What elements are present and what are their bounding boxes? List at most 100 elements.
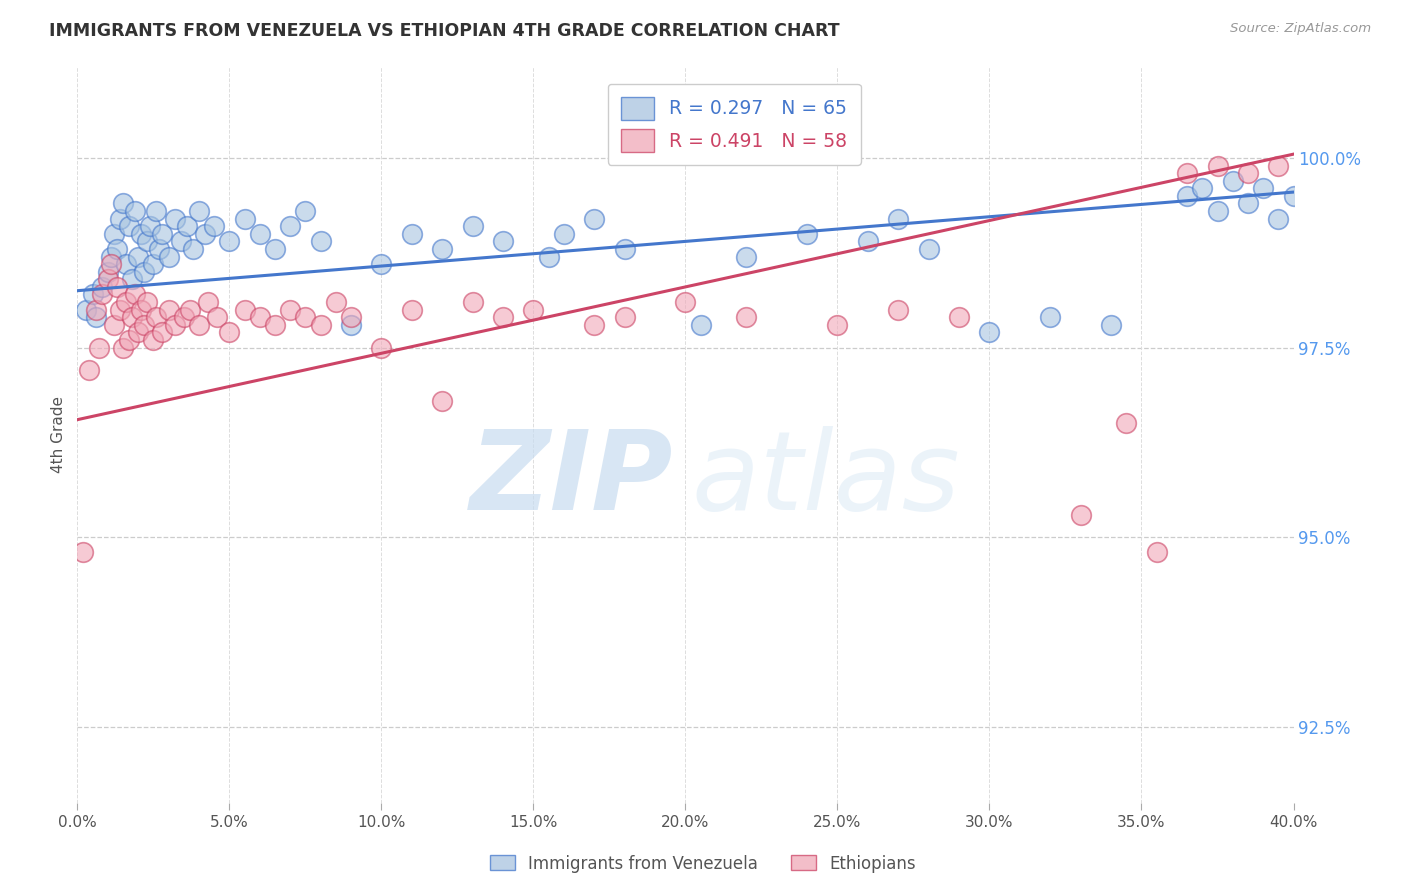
Point: [1251, 181, 1274, 195]
Point: [1222, 174, 1244, 188]
Point: [163, 318, 186, 332]
Point: [129, 302, 152, 317]
Point: [1237, 196, 1260, 211]
Point: [179, 302, 201, 317]
Point: [129, 227, 152, 241]
Point: [1267, 211, 1289, 226]
Point: [173, 310, 195, 325]
Point: [918, 242, 941, 256]
Point: [105, 242, 128, 256]
Text: ZIP: ZIP: [470, 425, 673, 533]
Point: [1206, 159, 1229, 173]
Text: Source: ZipAtlas.com: Source: ZipAtlas.com: [1230, 22, 1371, 36]
Point: [522, 302, 544, 317]
Point: [432, 393, 454, 408]
Text: atlas: atlas: [692, 425, 960, 533]
Point: [84, 310, 107, 325]
Point: [309, 235, 332, 249]
Point: [115, 295, 138, 310]
Point: [136, 295, 159, 310]
Point: [103, 318, 125, 332]
Point: [202, 219, 225, 234]
Point: [1282, 189, 1305, 203]
Point: [90, 280, 112, 294]
Point: [583, 211, 606, 226]
Point: [979, 326, 1001, 340]
Point: [1146, 545, 1168, 559]
Point: [294, 310, 316, 325]
Point: [340, 310, 363, 325]
Point: [194, 227, 217, 241]
Point: [401, 227, 423, 241]
Point: [134, 265, 156, 279]
Point: [79, 363, 101, 377]
Point: [401, 302, 423, 317]
Point: [152, 326, 174, 340]
Y-axis label: 4th Grade: 4th Grade: [51, 396, 66, 474]
Point: [118, 333, 141, 347]
Point: [87, 341, 110, 355]
Point: [249, 227, 271, 241]
Point: [121, 272, 143, 286]
Point: [82, 287, 104, 301]
Point: [176, 219, 198, 234]
Point: [1115, 417, 1137, 431]
Legend: Immigrants from Venezuela, Ethiopians: Immigrants from Venezuela, Ethiopians: [484, 848, 922, 880]
Point: [124, 204, 146, 219]
Point: [111, 196, 134, 211]
Point: [553, 227, 575, 241]
Point: [249, 310, 271, 325]
Point: [948, 310, 970, 325]
Point: [278, 219, 301, 234]
Point: [856, 235, 879, 249]
Point: [887, 211, 910, 226]
Point: [1175, 189, 1198, 203]
Text: IMMIGRANTS FROM VENEZUELA VS ETHIOPIAN 4TH GRADE CORRELATION CHART: IMMIGRANTS FROM VENEZUELA VS ETHIOPIAN 4…: [49, 22, 839, 40]
Point: [134, 318, 156, 332]
Point: [340, 318, 363, 332]
Point: [115, 257, 138, 271]
Point: [1175, 166, 1198, 180]
Point: [136, 235, 159, 249]
Point: [461, 219, 484, 234]
Point: [111, 341, 134, 355]
Point: [796, 227, 818, 241]
Point: [75, 302, 97, 317]
Point: [188, 318, 211, 332]
Point: [233, 302, 256, 317]
Point: [1070, 508, 1092, 522]
Point: [121, 310, 143, 325]
Point: [142, 333, 165, 347]
Point: [432, 242, 454, 256]
Point: [1237, 166, 1260, 180]
Point: [100, 257, 122, 271]
Point: [1206, 204, 1229, 219]
Point: [163, 211, 186, 226]
Point: [613, 242, 636, 256]
Point: [613, 310, 636, 325]
Point: [108, 211, 131, 226]
Point: [370, 257, 392, 271]
Point: [1039, 310, 1062, 325]
Point: [887, 302, 910, 317]
Point: [689, 318, 711, 332]
Point: [97, 272, 120, 286]
Point: [148, 242, 170, 256]
Point: [145, 204, 167, 219]
Point: [264, 242, 287, 256]
Point: [188, 204, 211, 219]
Point: [142, 257, 165, 271]
Point: [108, 302, 131, 317]
Point: [72, 545, 94, 559]
Legend: R = 0.297   N = 65, R = 0.491   N = 58: R = 0.297 N = 65, R = 0.491 N = 58: [607, 84, 860, 165]
Point: [145, 310, 167, 325]
Point: [278, 302, 301, 317]
Point: [139, 219, 162, 234]
Point: [90, 287, 112, 301]
Point: [461, 295, 484, 310]
Point: [1099, 318, 1122, 332]
Point: [218, 235, 240, 249]
Point: [735, 250, 758, 264]
Point: [105, 280, 128, 294]
Point: [827, 318, 849, 332]
